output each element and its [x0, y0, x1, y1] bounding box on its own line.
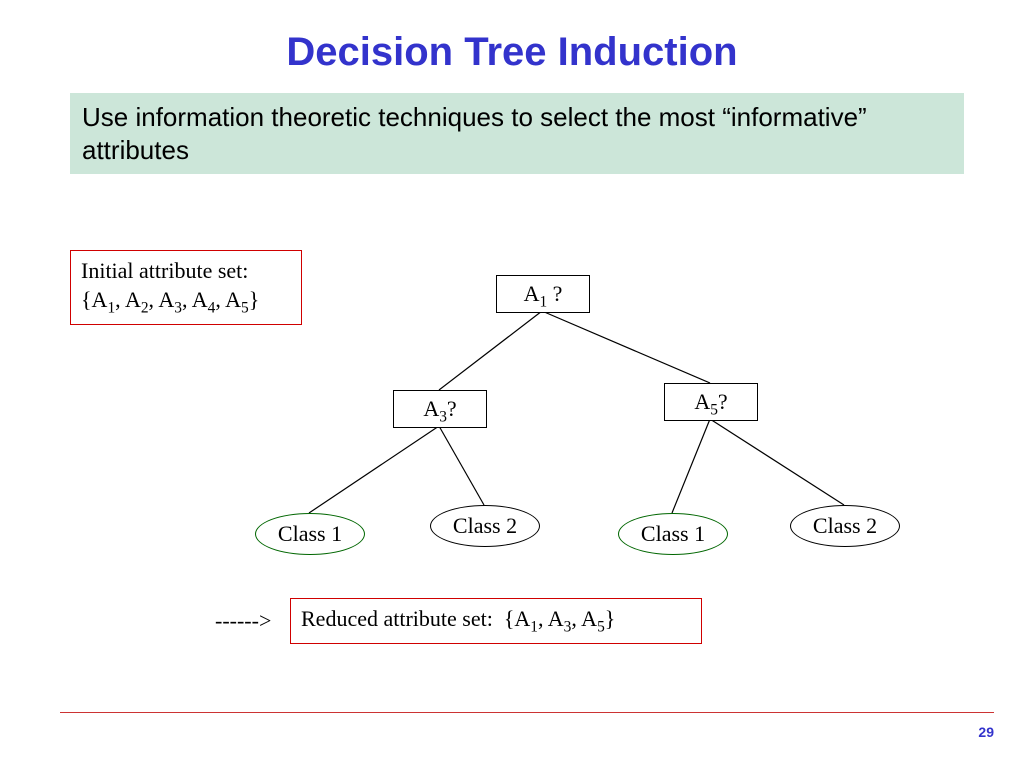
- tree-leaf-l4: Class 2: [790, 505, 900, 547]
- tree-diagram: Initial attribute set:{A1, A2, A3, A4, A…: [0, 0, 1024, 768]
- tree-node-root: A1 ?: [496, 275, 590, 313]
- tree-node-left: A3?: [393, 390, 487, 428]
- tree-node-right: A5?: [664, 383, 758, 421]
- reduced-attribute-box: Reduced attribute set: {A1, A3, A5}: [290, 598, 702, 644]
- tree-leaf-l1: Class 1: [255, 513, 365, 555]
- page-number: 29: [978, 724, 994, 740]
- tree-edges: [0, 0, 1024, 768]
- footer-rule: [60, 712, 994, 713]
- tree-leaf-l3: Class 1: [618, 513, 728, 555]
- arrow-text: ------>: [215, 608, 271, 634]
- tree-leaf-l2: Class 2: [430, 505, 540, 547]
- initial-attribute-box: Initial attribute set:{A1, A2, A3, A4, A…: [70, 250, 302, 325]
